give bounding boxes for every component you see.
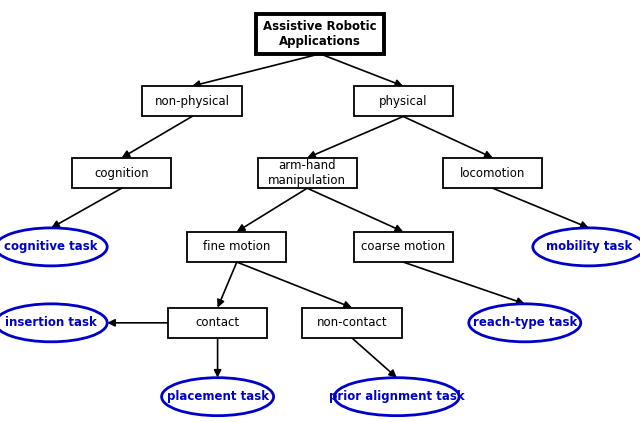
Text: coarse motion: coarse motion xyxy=(361,241,445,253)
Ellipse shape xyxy=(468,304,581,342)
Ellipse shape xyxy=(0,228,108,266)
Text: cognition: cognition xyxy=(94,167,149,179)
FancyBboxPatch shape xyxy=(187,232,287,262)
FancyBboxPatch shape xyxy=(72,158,172,188)
Text: contact: contact xyxy=(196,316,239,329)
Text: non-physical: non-physical xyxy=(154,95,230,108)
FancyBboxPatch shape xyxy=(142,86,241,116)
Text: placement task: placement task xyxy=(166,390,269,403)
Text: non-contact: non-contact xyxy=(317,316,387,329)
FancyBboxPatch shape xyxy=(303,308,402,338)
Text: fine motion: fine motion xyxy=(203,241,271,253)
FancyBboxPatch shape xyxy=(443,158,543,188)
Text: reach-type task: reach-type task xyxy=(473,316,577,329)
Ellipse shape xyxy=(0,304,108,342)
Ellipse shape xyxy=(162,378,274,416)
Text: cognitive task: cognitive task xyxy=(4,241,98,253)
Text: Assistive Robotic
Applications: Assistive Robotic Applications xyxy=(263,20,377,48)
Text: insertion task: insertion task xyxy=(5,316,97,329)
Ellipse shape xyxy=(533,228,640,266)
Text: arm-hand
manipulation: arm-hand manipulation xyxy=(268,159,346,187)
Text: physical: physical xyxy=(379,95,428,108)
FancyBboxPatch shape xyxy=(354,232,453,262)
FancyBboxPatch shape xyxy=(168,308,268,338)
Text: prior alignment task: prior alignment task xyxy=(329,390,465,403)
Text: locomotion: locomotion xyxy=(460,167,525,179)
FancyBboxPatch shape xyxy=(256,14,384,54)
FancyBboxPatch shape xyxy=(257,158,357,188)
Ellipse shape xyxy=(334,378,460,416)
FancyBboxPatch shape xyxy=(354,86,453,116)
Text: mobility task: mobility task xyxy=(546,241,632,253)
